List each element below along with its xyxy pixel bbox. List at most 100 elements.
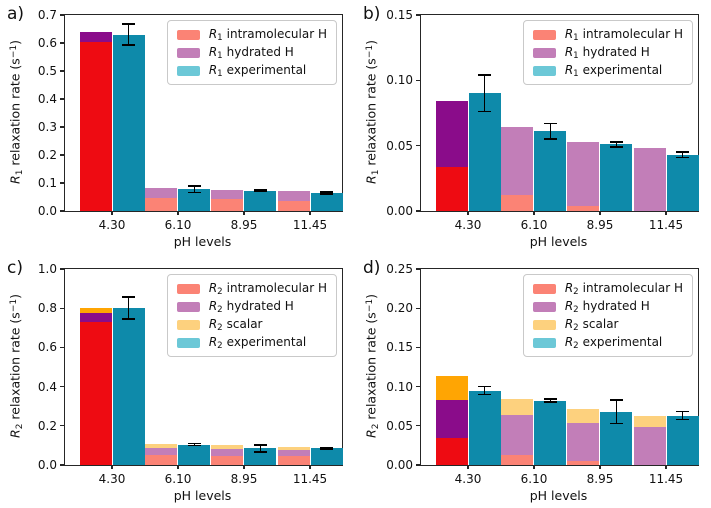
bar-segment-hydrated — [79, 31, 112, 42]
error-bar-cap — [122, 44, 135, 47]
y-tick-label: 0.00 — [386, 204, 413, 218]
legend-label: R1 experimental — [208, 63, 307, 80]
y-tick-mark — [415, 210, 420, 212]
legend-swatch — [532, 29, 556, 40]
x-tick-label: 4.30 — [98, 472, 126, 486]
error-bar-line — [681, 411, 684, 420]
legend-label: R2 hydrated H — [564, 299, 650, 316]
x-tick-mark — [309, 211, 311, 215]
plot-area: 0.0 0.1 0.2 0.3 0.4 0.5 0.6 0.7 4.30 6.10 8.95 11.4… — [38, 8, 343, 232]
error-bar-line — [259, 190, 262, 192]
y-tick-mark — [415, 425, 420, 427]
x-tick-label: 6.10 — [164, 472, 192, 486]
plot-area: 0.00 0.05 0.10 0.15 0.20 0.25 4.30 6.10 8.95 11.4… — [386, 262, 699, 486]
legend-swatch — [176, 65, 200, 76]
legend-label: R2 scalar — [208, 317, 263, 334]
error-bar-cap — [187, 191, 201, 194]
bar-segment-intramolecular — [79, 41, 112, 211]
y-tick-label: 0.10 — [386, 73, 413, 88]
ylabel-close: ) — [363, 294, 379, 299]
bar-segment-hydrated — [435, 101, 468, 167]
legend-swatch — [176, 29, 200, 40]
y-tick-label: 1.0 — [37, 262, 57, 276]
bar-segment-intramolecular — [79, 322, 112, 465]
legend-swatch — [532, 319, 556, 330]
y-tick-label: 0.1 — [37, 176, 57, 190]
bar-segment-intramolecular — [501, 454, 534, 465]
legend-label: R2 intramolecular H — [564, 281, 683, 298]
bar-segment-scalar — [211, 445, 244, 449]
bar-segment-hydrated — [501, 127, 534, 196]
y-tick-label: 0.4 — [37, 92, 57, 106]
experimental-bar — [600, 144, 633, 211]
y-tick-mark — [59, 182, 64, 184]
error-bar-cap — [320, 191, 333, 193]
legend-row: R2 experimental — [176, 335, 327, 350]
panel-letter: c) — [7, 258, 23, 278]
error-bar-cap — [478, 385, 491, 388]
legend-row: R2 intramolecular H — [176, 281, 327, 296]
y-tick-label: 0.4 — [37, 379, 57, 394]
x-tick-label: 8.95 — [230, 218, 258, 232]
legend-row: R2 intramolecular H — [532, 281, 683, 298]
x-axis-label: pH levels — [529, 234, 588, 249]
ylabel-close: ) — [7, 294, 23, 299]
y-tick-mark — [59, 346, 64, 348]
legend-swatch — [176, 283, 200, 294]
legend-label: R2 hydrated H — [208, 299, 294, 316]
legend-row: R2 hydrated H — [532, 299, 683, 316]
x-axis-label: pH levels — [173, 488, 232, 503]
y-tick-mark — [415, 268, 420, 270]
legend: R2 intramolecular H R2 hydrated H R2 scalar R2… — [522, 274, 693, 357]
y-tick-label: 0.00 — [386, 458, 413, 472]
bar-segment-intramolecular — [435, 166, 468, 211]
y-tick-mark — [59, 126, 64, 128]
legend-swatch — [176, 319, 200, 330]
error-bar-line — [483, 386, 486, 395]
experimental-bar — [112, 34, 145, 211]
bar-segment-hydrated — [567, 422, 600, 462]
x-tick-label: 8.95 — [230, 472, 258, 486]
experimental-bar — [244, 448, 277, 465]
y-tick-label: 0.20 — [386, 301, 413, 316]
error-bar-cap — [609, 422, 623, 425]
bar-segment-scalar — [435, 376, 468, 400]
experimental-bar — [534, 400, 567, 465]
x-tick-label: 4.30 — [454, 472, 482, 486]
y-tick-mark — [415, 464, 420, 466]
legend-swatch — [532, 283, 556, 294]
bar-segment-intramolecular — [277, 456, 310, 465]
bar-segment-intramolecular — [277, 200, 310, 211]
experimental-bar — [178, 444, 211, 465]
ylabel-text: relaxation rate (s — [363, 312, 379, 424]
error-bar-cap — [253, 189, 267, 191]
experimental-bar — [310, 448, 343, 465]
x-tick-mark — [177, 465, 179, 469]
legend-label: R1 experimental — [564, 63, 663, 80]
y-tick-mark — [59, 464, 64, 466]
experimental-bar — [178, 189, 211, 211]
panel-a: a) R1 relaxation rate (s−1) 0.0 0.1 0.2 0.3… — [0, 0, 355, 254]
y-tick-label: 0.10 — [386, 379, 413, 394]
legend: R1 intramolecular H R1 hydrated H R1 experime… — [522, 20, 693, 85]
panel-letter: a) — [7, 4, 25, 24]
error-bar-cap — [478, 393, 491, 396]
y-tick-label: 0.15 — [386, 8, 413, 22]
error-bar-cap — [253, 451, 267, 453]
experimental-bar — [666, 154, 699, 211]
legend-swatch — [176, 337, 200, 348]
x-tick-mark — [533, 465, 535, 469]
y-tick-mark — [59, 210, 64, 212]
y-tick-label: 0.3 — [37, 120, 57, 134]
legend-row: R1 experimental — [176, 63, 327, 80]
bar-segment-intramolecular — [211, 455, 244, 465]
error-bar-cap — [543, 138, 557, 140]
bar-segment-scalar — [79, 308, 112, 314]
x-axis-label: pH levels — [529, 488, 588, 503]
y-tick-label: 0.6 — [37, 36, 57, 50]
x-tick-label: 8.95 — [586, 218, 614, 232]
panel-b: b) R1 relaxation rate (s−1) 0.00 0.05 0.10… — [356, 0, 711, 254]
error-bar-cap — [122, 318, 135, 320]
bar-segment-hydrated — [435, 399, 468, 439]
x-tick-mark — [111, 465, 113, 469]
